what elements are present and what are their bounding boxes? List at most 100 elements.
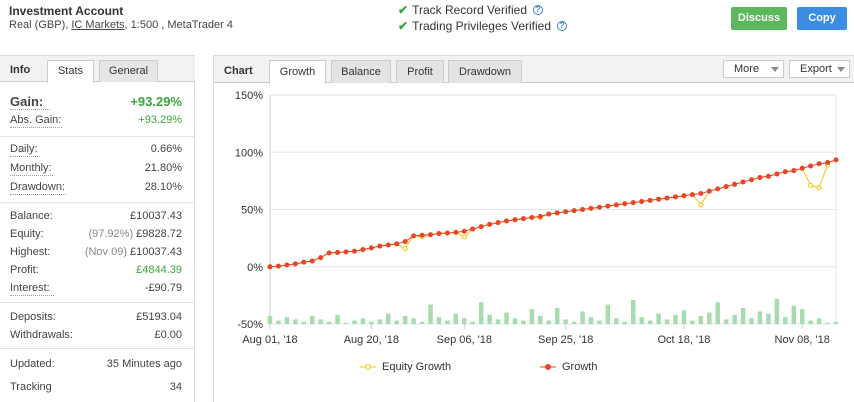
growth-point [411,233,417,239]
tab-balance[interactable]: Balance [331,60,391,83]
y-tick-label: 150% [235,90,263,102]
info-panel: Info Stats General Gain: +93.29% Abs. Ga… [0,55,195,402]
volume-bar [647,320,653,324]
gain-underline [10,109,50,110]
growth-point [495,220,501,226]
growth-point [563,209,569,215]
chart-tabs-bar: Chart Growth Balance Profit Drawdown Mor… [214,56,854,84]
chevron-down-icon [837,67,845,72]
growth-point [529,215,535,221]
growth-point [808,163,814,169]
x-tick-label: Aug 01, '18 [242,334,297,346]
growth-point [740,179,746,185]
growth-point [470,226,476,232]
growth-point [833,157,839,163]
profit-value: £4844.39 [136,264,182,276]
growth-point [309,258,315,264]
volume-bar [318,319,323,324]
copy-button[interactable]: Copy [797,7,847,30]
volume-bar [740,307,746,324]
growth-point [774,171,780,177]
help-icon[interactable]: ? [533,5,543,15]
x-tick-label: Sep 25, '18 [538,334,593,346]
deposits-label: Deposits: [10,311,56,323]
volume-bar [774,298,780,324]
more-dropdown[interactable]: More [723,60,784,78]
volume-bar [538,315,543,324]
volume-bar [799,309,805,324]
volume-bar [462,318,467,324]
profit-label: Profit: [10,264,39,276]
volume-bar [428,304,433,324]
volume-bar [825,322,830,324]
y-tick-label: -50% [237,319,263,331]
tab-drawdown[interactable]: Drawdown [448,60,522,83]
discuss-button[interactable]: Discuss [731,7,787,30]
growth-point [428,232,434,238]
legend-line-icon [360,364,376,370]
info-title: Info [10,64,31,76]
legend-line-icon [540,364,556,370]
growth-point [681,193,687,199]
volume-bar [309,315,315,324]
divider [0,348,194,349]
growth-point [360,247,366,253]
broker-link[interactable]: IC Markets [71,19,125,31]
legend-equity-growth[interactable]: Equity Growth [360,361,451,373]
gain-value: +93.29% [130,94,182,109]
growth-point [732,181,738,187]
divider [0,136,194,137]
growth-point [554,210,560,216]
volume-bar [698,315,704,324]
highest-label: Highest: [10,246,51,258]
growth-point [588,205,594,211]
tab-stats[interactable]: Stats [47,60,94,83]
withdrawals-label: Withdrawals: [10,329,73,341]
tab-growth[interactable]: Growth [269,60,326,84]
volume-bar [707,312,712,324]
x-tick-label: Oct 18, '18 [658,334,711,346]
tab-profit[interactable]: Profit [396,60,444,83]
legend-label: Growth [562,361,598,373]
growth-point [504,218,510,224]
deposits-value: £5193.04 [136,311,182,323]
volume-bar [757,311,763,324]
growth-point [765,173,771,179]
highest-value: £10037.43 [130,246,182,258]
volume-bar [267,315,273,324]
info-tabs-bar: Info Stats General [0,56,195,83]
abs-gain-underline [10,127,62,128]
growth-point [453,229,459,235]
growth-point [630,200,636,206]
growth-point [715,186,721,192]
volume-bar [580,311,585,324]
growth-point [351,248,357,254]
monthly-underline [10,175,53,176]
volume-bar [529,309,535,324]
account-type: Real (GBP), [9,19,69,31]
tab-general[interactable]: General [99,60,158,82]
growth-point [706,188,712,194]
growth-point [647,197,653,203]
growth-point [275,263,281,269]
withdrawals-value: £0.00 [154,329,182,341]
legend-growth[interactable]: Growth [540,361,597,373]
growth-point [782,169,788,175]
growth-point [461,228,467,234]
growth-point [419,232,425,238]
y-tick-label: 0% [247,262,263,274]
growth-point [639,198,645,204]
growth-point [292,261,298,267]
legend-label: Equity Growth [382,361,452,373]
export-dropdown[interactable]: Export [789,60,850,78]
equity-growth-point [402,245,408,251]
help-icon[interactable]: ? [557,21,568,31]
volume-bar [588,317,594,324]
growth-point [664,195,670,201]
volume-bar [597,320,602,324]
equity-growth-point [816,185,822,191]
trading-privileges-verified: ✔ Trading Privileges Verified ? [398,19,568,33]
tracking-label: Tracking [10,381,52,393]
growth-point [791,168,797,174]
volume-bar [614,318,619,324]
